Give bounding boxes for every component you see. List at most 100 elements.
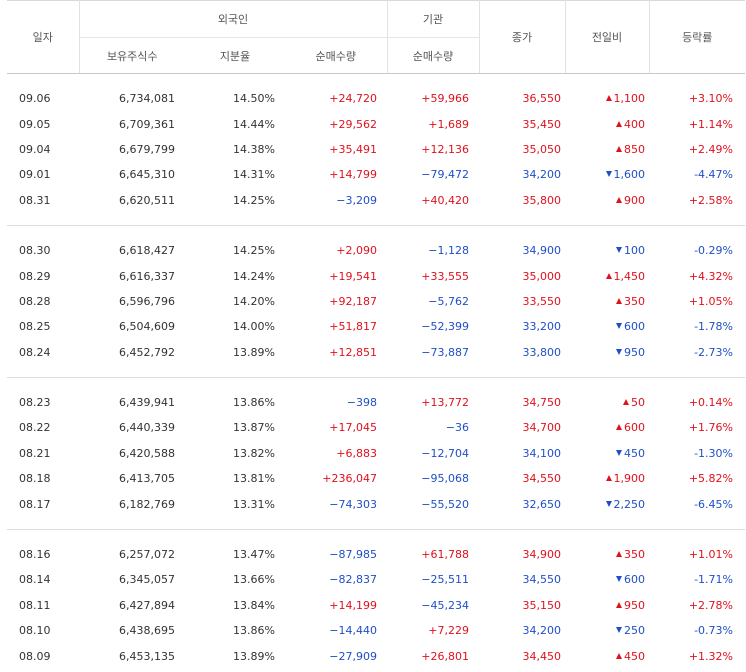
inst-net-cell: +61,788 — [421, 548, 469, 562]
rate-cell: +1.76% — [688, 421, 733, 435]
up-arrow-icon — [616, 551, 622, 558]
inst-net-cell: +7,229 — [428, 624, 469, 638]
date-cell: 09.01 — [19, 168, 51, 182]
ratio-cell: 13.89% — [233, 649, 275, 663]
change-cell: 600 — [565, 415, 649, 440]
foreign-net-cell: +17,045 — [329, 421, 377, 435]
change-cell: 350 — [565, 289, 649, 314]
rate-cell: +0.14% — [688, 396, 733, 410]
foreign-net-cell: +19,541 — [329, 269, 377, 283]
inst-net-cell: −95,068 — [421, 472, 469, 486]
down-arrow-icon — [616, 627, 622, 634]
change-value: 50 — [631, 396, 645, 410]
ratio-cell: 14.25% — [233, 193, 275, 207]
inst-net-cell: −45,234 — [421, 598, 469, 612]
date-cell: 08.30 — [19, 244, 51, 258]
table-row: 08.22 6,440,339 13.87% +17,045 −36 34,700 600 +… — [7, 415, 745, 440]
change-cell: 950 — [565, 340, 649, 365]
foreign-net-cell: +14,799 — [329, 168, 377, 182]
investor-trading-table-wrap: 일자 외국인 기관 종가 전일비 등락률 보유주식수 지분율 순매수량 순매수량… — [7, 0, 745, 669]
date-cell: 08.17 — [19, 497, 51, 511]
date-cell: 08.31 — [19, 193, 51, 207]
rate-cell: +1.01% — [688, 548, 733, 562]
foreign-net-cell: −3,209 — [336, 193, 377, 207]
down-arrow-icon — [616, 348, 622, 355]
header-institution: 기관 — [386, 0, 479, 38]
rate-cell: +3.10% — [688, 92, 733, 106]
up-arrow-icon — [623, 399, 629, 406]
table-header: 일자 외국인 기관 종가 전일비 등락률 보유주식수 지분율 순매수량 순매수량 — [7, 0, 745, 74]
change-value: 1,600 — [613, 168, 646, 182]
header-holdings: 보유주식수 — [78, 37, 185, 74]
rate-cell: +1.32% — [688, 649, 733, 663]
change-cell: 600 — [565, 567, 649, 592]
holdings-cell: 6,734,081 — [119, 92, 175, 106]
change-value: 950 — [624, 345, 645, 359]
up-arrow-icon — [605, 272, 612, 279]
down-arrow-icon — [616, 576, 622, 583]
ratio-cell: 14.20% — [233, 294, 275, 308]
table-row: 08.18 6,413,705 13.81% +236,047 −95,068 34,55… — [7, 466, 745, 491]
date-cell: 08.22 — [19, 421, 51, 435]
change-value: 350 — [624, 294, 645, 308]
table-row: 08.24 6,452,792 13.89% +12,851 −73,887 33,800… — [7, 340, 745, 365]
ratio-cell: 14.44% — [233, 117, 275, 131]
date-cell: 08.25 — [19, 320, 51, 334]
change-cell: 450 — [565, 643, 649, 668]
up-arrow-icon — [616, 601, 622, 608]
date-cell: 09.06 — [19, 92, 51, 106]
investor-trading-table: 일자 외국인 기관 종가 전일비 등락률 보유주식수 지분율 순매수량 순매수량… — [7, 0, 745, 669]
holdings-cell: 6,709,361 — [119, 117, 175, 131]
holdings-cell: 6,257,072 — [119, 548, 175, 562]
up-arrow-icon — [616, 196, 622, 203]
change-value: 400 — [624, 117, 645, 131]
header-date: 일자 — [7, 0, 79, 74]
holdings-cell: 6,182,769 — [119, 497, 175, 511]
foreign-net-cell: −398 — [346, 396, 377, 410]
change-value: 1,450 — [613, 269, 646, 283]
up-arrow-icon — [616, 297, 622, 304]
change-cell: 50 — [565, 390, 649, 415]
change-value: 600 — [624, 573, 645, 587]
holdings-cell: 6,645,310 — [119, 168, 175, 182]
header-ratio: 지분율 — [185, 37, 285, 74]
close-cell: 32,650 — [522, 497, 562, 511]
change-cell: 400 — [565, 111, 649, 136]
inst-net-cell: −25,511 — [421, 573, 469, 587]
ratio-cell: 13.66% — [233, 573, 275, 587]
change-value: 850 — [624, 142, 645, 156]
holdings-cell: 6,616,337 — [119, 269, 175, 283]
ratio-cell: 13.87% — [233, 421, 275, 435]
table-row: 08.31 6,620,511 14.25% −3,209 +40,420 35,800 9… — [7, 188, 745, 213]
ratio-cell: 13.86% — [233, 396, 275, 410]
header-inst-net: 순매수량 — [386, 37, 479, 74]
rate-cell: -0.29% — [694, 244, 733, 258]
holdings-cell: 6,618,427 — [119, 244, 175, 258]
rate-cell: +1.14% — [688, 117, 733, 131]
close-cell: 34,900 — [522, 244, 562, 258]
rate-cell: -2.73% — [694, 345, 733, 359]
foreign-net-cell: −82,837 — [329, 573, 377, 587]
ratio-cell: 14.25% — [233, 244, 275, 258]
rate-cell: +4.32% — [688, 269, 733, 283]
foreign-net-cell: +24,720 — [329, 92, 377, 106]
down-arrow-icon — [605, 171, 612, 178]
down-arrow-icon — [616, 449, 622, 456]
close-cell: 35,050 — [522, 142, 562, 156]
change-cell: 950 — [565, 593, 649, 618]
date-cell: 08.18 — [19, 472, 51, 486]
table-row: 08.14 6,345,057 13.66% −82,837 −25,511 34,550… — [7, 567, 745, 592]
inst-net-cell: +12,136 — [421, 142, 469, 156]
change-value: 950 — [624, 598, 645, 612]
rate-cell: -0.73% — [694, 624, 733, 638]
rate-cell: -1.30% — [694, 446, 733, 460]
inst-net-cell: +13,772 — [421, 396, 469, 410]
rate-cell: -6.45% — [694, 497, 733, 511]
table-row: 09.04 6,679,799 14.38% +35,491 +12,136 35,050… — [7, 137, 745, 162]
change-value: 1,100 — [613, 92, 646, 106]
foreign-net-cell: −74,303 — [329, 497, 377, 511]
inst-net-cell: +33,555 — [421, 269, 469, 283]
rate-cell: -1.71% — [694, 573, 733, 587]
group-separator — [7, 364, 745, 378]
ratio-cell: 14.31% — [233, 168, 275, 182]
